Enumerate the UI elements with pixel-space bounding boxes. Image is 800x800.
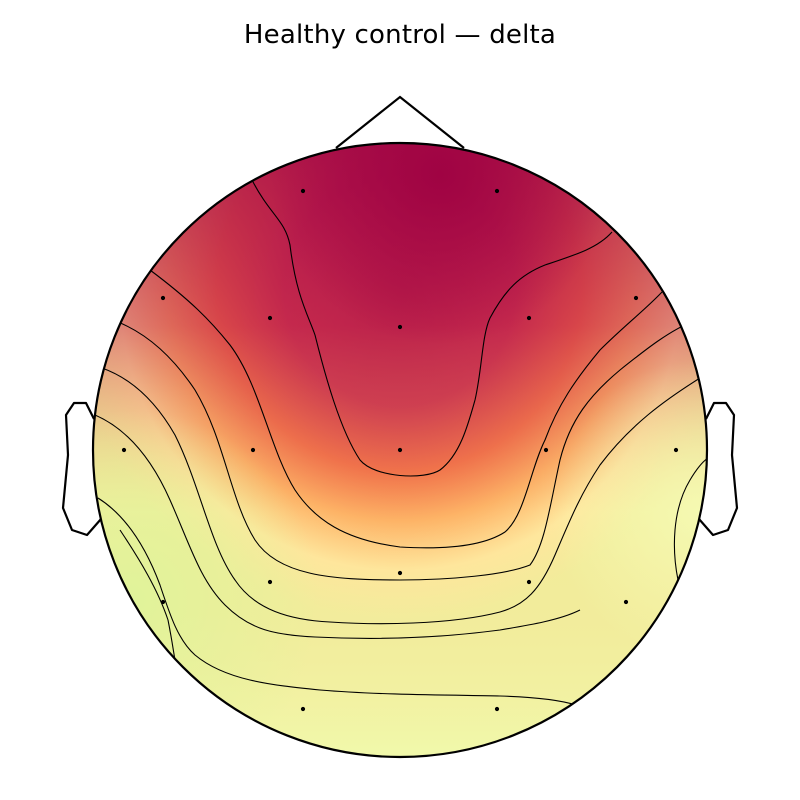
sensor-f8: [633, 295, 639, 301]
contour-line: [117, 319, 697, 581]
sensor-t4: [673, 447, 679, 453]
nose-outline: [335, 95, 465, 149]
sensor-pz: [397, 570, 403, 576]
sensor-t5: [160, 599, 166, 605]
sensor-t3: [121, 447, 127, 453]
sensor-o1: [300, 706, 306, 712]
sensor-f7: [160, 295, 166, 301]
sensor-fp2: [494, 188, 500, 194]
contour-lines: [94, 179, 707, 706]
sensor-o2: [494, 706, 500, 712]
sensor-fz: [397, 324, 403, 330]
sensor-p3: [267, 579, 273, 585]
sensor-cz: [397, 447, 403, 453]
sensor-p4: [526, 579, 532, 585]
sensor-t6: [623, 599, 629, 605]
sensor-c3: [250, 447, 256, 453]
chart-title: Healthy control — delta: [243, 20, 557, 50]
sensor-c4: [543, 447, 549, 453]
head-outline: [91, 141, 709, 759]
left-ear-outline: [61, 401, 102, 537]
right-ear-outline: [698, 401, 739, 537]
contour-line: [149, 269, 663, 549]
contour-line: [97, 497, 577, 706]
contour-line: [673, 457, 707, 581]
sensor-f4: [526, 315, 532, 321]
sensor-markers: [121, 188, 679, 712]
contour-line: [119, 529, 176, 661]
contour-line: [251, 179, 613, 477]
sensor-f3: [267, 315, 273, 321]
contour-line: [94, 414, 581, 639]
sensor-fp1: [300, 188, 306, 194]
contour-line: [101, 367, 701, 625]
